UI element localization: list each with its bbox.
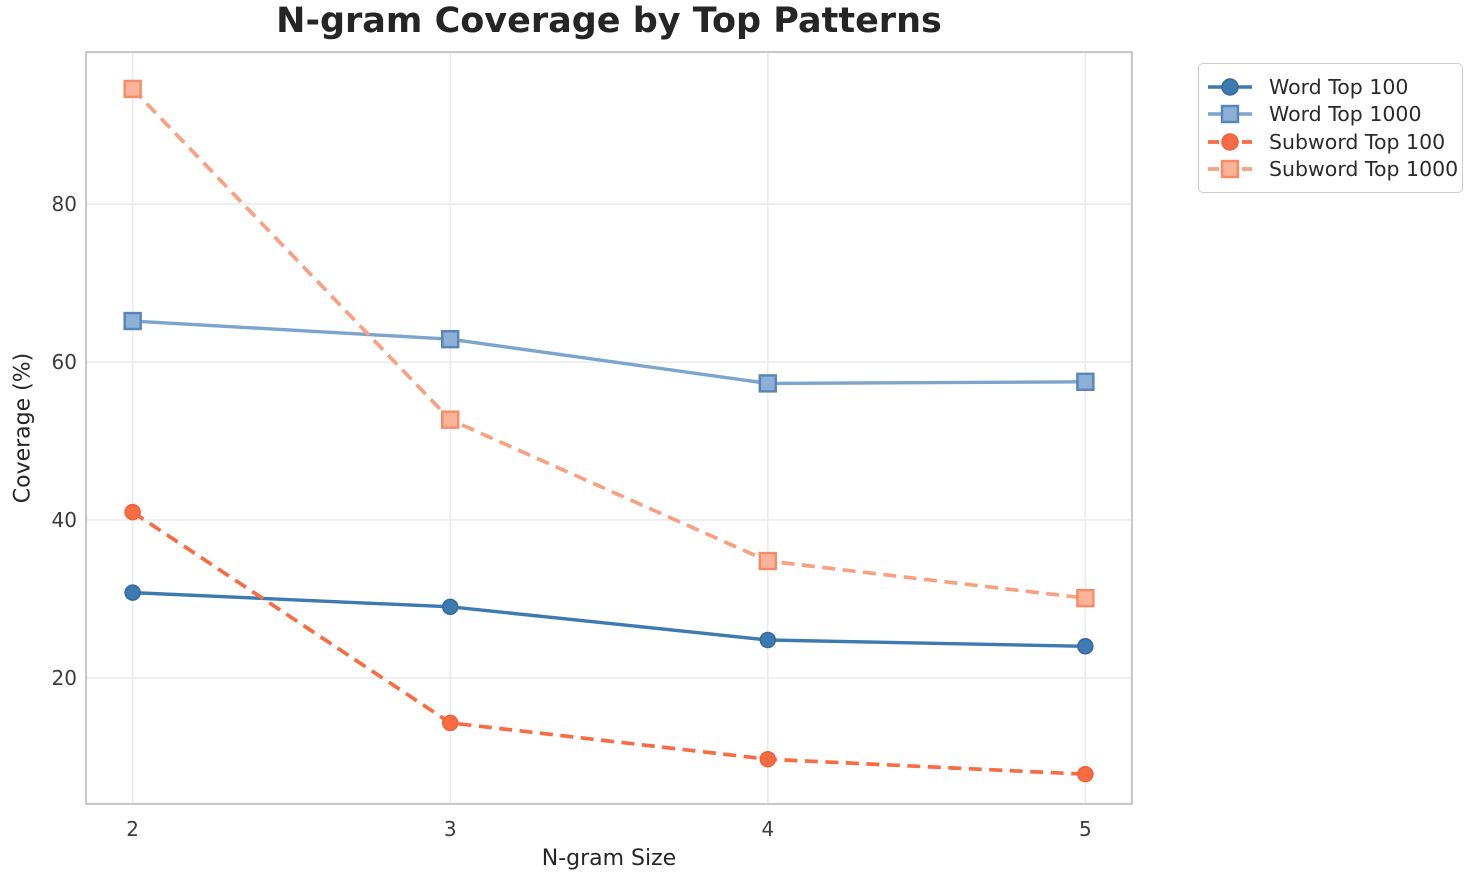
legend-item-subword-top-1000: Subword Top 1000 <box>1207 156 1458 184</box>
legend-line-sample-word-top-1000 <box>1208 105 1252 124</box>
legend-line-sample-word-top-100 <box>1208 78 1252 96</box>
legend-label-subword-top-100: Subword Top 100 <box>1269 129 1446 154</box>
series-marker-subword-top-100 <box>1077 765 1094 783</box>
series-marker-word-top-100 <box>124 584 141 601</box>
circle-marker-icon <box>1221 78 1239 96</box>
circle-marker-icon <box>1221 133 1239 151</box>
plot-spines <box>85 51 1133 805</box>
series-line-word-top-100 <box>132 590 1086 649</box>
legend-line-sample-subword-top-1000 <box>1208 160 1252 179</box>
legend-label-word-top-1000: Word Top 1000 <box>1269 102 1422 127</box>
legend-item-subword-top-100: Subword Top 100 <box>1207 128 1450 156</box>
y-tick-label: 40 <box>51 507 77 532</box>
series-marker-word-top-100 <box>1077 638 1094 655</box>
series-marker-word-top-1000 <box>441 329 460 349</box>
legend-label-word-top-100: Word Top 100 <box>1269 74 1409 99</box>
y-tick-label: 20 <box>51 665 77 690</box>
x-tick-label: 5 <box>1078 817 1092 841</box>
series-marker-word-top-100 <box>759 631 777 649</box>
series-marker-subword-top-100 <box>441 714 459 732</box>
series-line-word-top-1000 <box>132 319 1086 386</box>
x-tick-label: 4 <box>761 817 775 841</box>
legend-label-subword-top-1000: Subword Top 1000 <box>1269 157 1459 182</box>
square-marker-icon <box>1220 160 1240 179</box>
plot-area <box>85 51 1133 805</box>
legend-item-word-top-100: Word Top 100 <box>1207 73 1450 101</box>
legend-line-sample-subword-top-100 <box>1208 133 1252 151</box>
series-marker-word-top-1000 <box>758 374 777 393</box>
series-marker-subword-top-100 <box>759 750 777 768</box>
series-marker-subword-top-1000 <box>441 410 460 429</box>
legend-item-word-top-1000: Word Top 1000 <box>1207 101 1450 129</box>
legend: Word Top 100 Word Top 1000 Subword Top 100… <box>1198 63 1463 193</box>
square-marker-icon <box>1220 105 1240 124</box>
series-marker-subword-top-1000 <box>758 551 777 571</box>
series-line-subword-top-100 <box>131 510 1086 777</box>
series-marker-subword-top-1000 <box>1076 588 1095 608</box>
series-marker-subword-top-1000 <box>123 79 142 99</box>
y-tick-label: 80 <box>51 192 77 217</box>
series-marker-subword-top-100 <box>124 503 141 521</box>
series-marker-word-top-1000 <box>123 311 142 331</box>
x-axis-label: N-gram Size <box>541 846 677 871</box>
series-marker-word-top-1000 <box>1076 372 1095 392</box>
plot-canvas <box>85 51 1133 805</box>
x-tick-label: 3 <box>443 817 457 841</box>
y-axis-label: Coverage (%) <box>10 352 36 504</box>
series-line-subword-top-1000 <box>131 87 1086 600</box>
chart-title: N-gram Coverage by Top Patterns <box>276 1 942 41</box>
series-marker-word-top-100 <box>441 598 459 616</box>
y-tick-label: 60 <box>51 350 77 375</box>
x-tick-label: 2 <box>126 817 139 841</box>
